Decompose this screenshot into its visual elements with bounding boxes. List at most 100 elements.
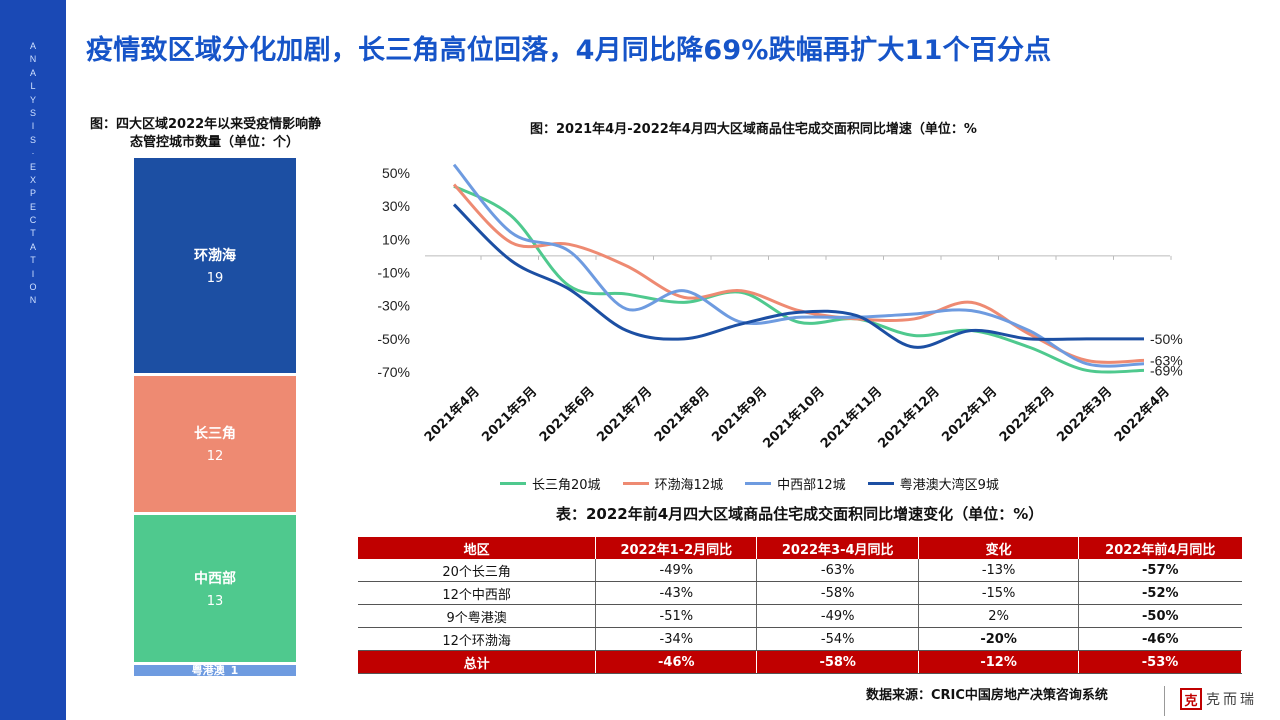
table-cell: -34% xyxy=(595,627,758,651)
legend-label: 长三角20城 xyxy=(532,478,601,493)
legend-item: 环渤海12城 xyxy=(622,474,724,493)
y-tick-label: -50% xyxy=(377,331,410,347)
table-cell: -53% xyxy=(1078,650,1242,674)
header-cell: 2022年1-2月同比 xyxy=(595,537,758,559)
table-cell: -49% xyxy=(756,604,920,628)
sidebar-letter: I xyxy=(31,121,35,132)
table-cell: -15% xyxy=(918,581,1080,605)
left-chart-title-line2: 态管控城市数量（单位：个） xyxy=(130,135,300,150)
sidebar-letter: A xyxy=(29,241,36,252)
table-cell: -52% xyxy=(1078,581,1242,605)
sidebar-letter: O xyxy=(29,282,37,293)
x-tick-label: 2021年9月 xyxy=(709,384,771,446)
y-tick-label: -30% xyxy=(377,298,410,314)
end-data-label: -69% xyxy=(1150,362,1183,378)
table-cell: -63% xyxy=(756,559,920,582)
bar-segment: 粤港澳 1 xyxy=(134,663,296,677)
table-cell: -51% xyxy=(595,604,758,628)
sidebar-letter: A xyxy=(29,67,36,78)
table-cell: -46% xyxy=(595,650,758,674)
legend-label: 中西部12城 xyxy=(777,478,846,493)
seal-icon: 克 xyxy=(1180,688,1202,710)
brand-name: 克而瑞 xyxy=(1206,692,1257,708)
bar-segment: 中西部 13 xyxy=(134,514,296,662)
legend-label: 粤港澳大湾区9城 xyxy=(899,478,999,493)
brand-logo: 克 克而瑞 xyxy=(1180,688,1257,710)
legend-swatch xyxy=(745,482,772,485)
data-source-note: 数据来源：CRIC中国房地产决策咨询系统 xyxy=(866,688,1108,703)
x-tick-label: 2022年2月 xyxy=(996,384,1058,446)
x-tick-label: 2021年5月 xyxy=(479,384,541,446)
end-data-label: -50% xyxy=(1150,331,1183,347)
series-line xyxy=(452,163,1145,368)
sidebar-letter: T xyxy=(30,228,36,239)
segment-label: 中西部 xyxy=(194,570,236,587)
table-cell: -58% xyxy=(756,650,920,674)
legend-item: 中西部12城 xyxy=(745,474,846,493)
legend-swatch xyxy=(867,482,894,485)
sidebar-letter: X xyxy=(29,174,36,185)
sidebar-letter: E xyxy=(29,161,36,172)
legend-label: 环渤海12城 xyxy=(654,478,724,493)
table-title: 表：2022年前4月四大区域商品住宅成交面积同比增速变化（单位：%） xyxy=(556,505,1044,523)
left-chart-title-line1: 图：四大区域2022年以来受疫情影响静 xyxy=(90,117,322,132)
legend-item: 长三角20城 xyxy=(500,474,601,493)
stacked-bar: 环渤海 19 长三角 12 中西部 13 粤港澳 1 xyxy=(134,158,296,677)
line-chart-title: 图：2021年4月-2022年4月四大区域商品住宅成交面积同比增速（单位：% xyxy=(530,122,977,137)
table-cell: 总计 xyxy=(358,650,597,674)
table-cell: -13% xyxy=(918,559,1080,582)
table-total-row: 总计 -46% -58% -12% -53% xyxy=(358,650,1242,674)
sidebar-letter: · xyxy=(31,148,35,159)
legend-swatch xyxy=(500,482,526,485)
page-title: 疫情致区域分化加剧，长三角高位回落，4月同比降69%跌幅再扩大11个百分点 xyxy=(86,35,1052,66)
header-cell: 变化 xyxy=(918,537,1080,559)
chart-legend: 长三角20城 环渤海12城 中西部12城 粤港澳大湾区9城 xyxy=(500,474,999,493)
legend-swatch xyxy=(622,482,649,485)
table-header-row: 地区 2022年1-2月同比 2022年3-4月同比 变化 2022年前4月同比 xyxy=(358,537,1242,559)
segment-value: 19 xyxy=(206,270,224,286)
legend-item: 粤港澳大湾区9城 xyxy=(867,474,999,493)
sidebar-letter: I xyxy=(31,268,35,279)
y-tick-label: -10% xyxy=(377,265,410,281)
y-tick-label: -70% xyxy=(377,364,410,380)
segment-value: 13 xyxy=(206,593,224,609)
table-cell: -58% xyxy=(756,581,920,605)
table-cell: -57% xyxy=(1078,559,1242,582)
line-chart: 50% 30% 10% -10% -30% -50% -70% -50% -63%-69% 202… xyxy=(377,163,1183,452)
series-line xyxy=(452,203,1144,349)
table-cell: -54% xyxy=(756,627,920,651)
sidebar-letter: A xyxy=(29,41,36,51)
table-cell: -20% xyxy=(918,627,1080,651)
y-tick-label: 10% xyxy=(382,231,410,247)
sidebar-letter: E xyxy=(29,201,36,212)
sidebar-letter: T xyxy=(30,255,36,266)
segment-value: 12 xyxy=(206,449,224,465)
left-chart-title: 图：四大区域2022年以来受疫情影响静 态管控城市数量（单位：个） xyxy=(90,116,390,152)
y-tick-label: 50% xyxy=(382,165,410,181)
table-cell: -49% xyxy=(595,559,758,582)
x-tick-label: 2021年7月 xyxy=(594,384,656,446)
segment-label: 环渤海 xyxy=(194,247,236,264)
series-line xyxy=(453,184,1145,374)
header-cell: 2022年3-4月同比 xyxy=(756,537,920,559)
table-row: 9个粤港澳 -51% -49% 2% -50% xyxy=(358,604,1242,628)
sidebar-letter: S xyxy=(29,134,36,145)
table-row: 12个环渤海 -34% -54% -20% -46% xyxy=(358,627,1242,651)
sidebar-letter: S xyxy=(29,107,36,118)
x-tick-label: 2022年4月 xyxy=(1111,384,1173,446)
end-data-label: -63% xyxy=(1150,352,1183,368)
table-cell: 2% xyxy=(918,604,1080,628)
x-tick-label: 2022年3月 xyxy=(1054,384,1116,446)
sidebar-letter: P xyxy=(29,188,36,199)
sidebar-letter: Y xyxy=(29,94,36,105)
table-cell: 20个长三角 xyxy=(358,559,597,582)
table-cell: 12个中西部 xyxy=(358,581,597,605)
table-cell: 12个环渤海 xyxy=(358,627,597,651)
header-cell: 2022年前4月同比 xyxy=(1078,537,1242,559)
segment-label: 长三角 xyxy=(194,426,236,443)
sidebar-letter: N xyxy=(29,295,37,306)
sidebar-letter: C xyxy=(29,215,37,226)
segment-value: 1 xyxy=(230,663,239,677)
x-tick-label: 2022年1月 xyxy=(939,384,1001,446)
x-tick-label: 2021年12月 xyxy=(875,384,943,452)
